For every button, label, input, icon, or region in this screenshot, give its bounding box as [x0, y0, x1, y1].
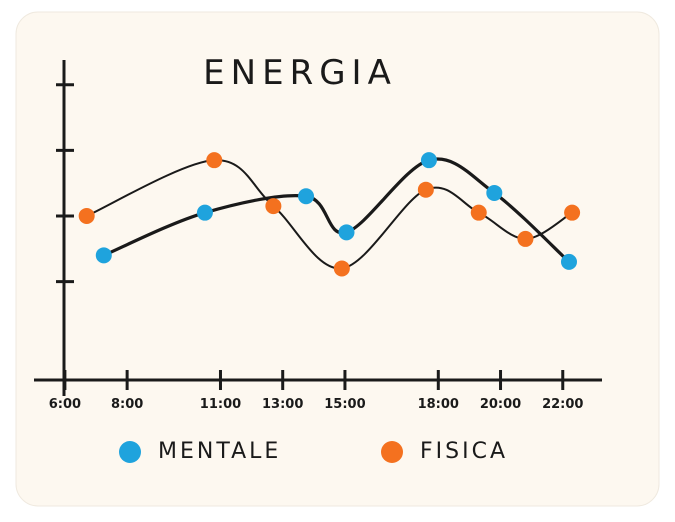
- data-point: [206, 152, 223, 169]
- legend-label: FISICA: [420, 439, 508, 464]
- x-tick-label: 22:00: [542, 397, 583, 412]
- x-tick-label: 15:00: [324, 397, 365, 412]
- data-point: [470, 204, 487, 221]
- x-tick-label: 18:00: [418, 397, 459, 412]
- x-tick-label: 20:00: [480, 397, 521, 412]
- card: [15, 11, 660, 507]
- legend-marker: [381, 441, 403, 463]
- data-point: [564, 204, 581, 221]
- data-point: [420, 152, 437, 169]
- data-point: [517, 230, 534, 247]
- data-point: [95, 247, 112, 264]
- data-point: [265, 198, 282, 215]
- legend-label: MENTALE: [158, 439, 281, 464]
- data-point: [298, 188, 315, 205]
- data-point: [417, 181, 434, 198]
- chart-title: ENERGIA: [203, 53, 397, 93]
- data-point: [333, 260, 350, 277]
- data-point: [78, 207, 95, 224]
- x-tick-label: 8:00: [111, 397, 143, 412]
- x-tick-label: 6:00: [49, 397, 81, 412]
- data-point: [338, 224, 355, 241]
- data-point: [560, 253, 577, 270]
- x-tick-label: 13:00: [262, 397, 303, 412]
- legend-marker: [119, 441, 141, 463]
- data-point: [196, 204, 213, 221]
- x-tick-label: 11:00: [200, 397, 241, 412]
- data-point: [486, 184, 503, 201]
